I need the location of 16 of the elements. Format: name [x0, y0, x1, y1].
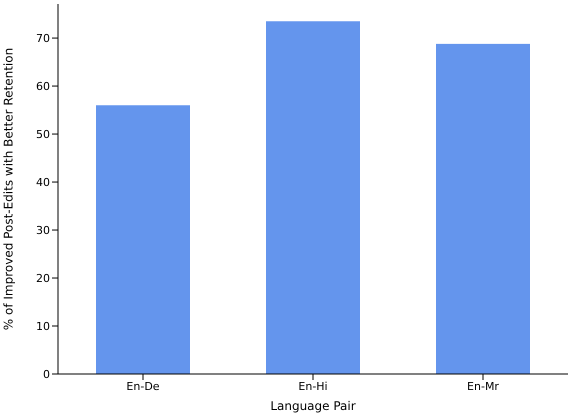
y-tick-label: 10 [36, 320, 50, 333]
bar [96, 105, 190, 374]
y-tick-label: 60 [36, 80, 50, 93]
y-tick-label: 70 [36, 32, 50, 45]
y-tick-label: 30 [36, 224, 50, 237]
y-tick-label: 50 [36, 128, 50, 141]
bar [266, 21, 360, 374]
y-tick-label: 20 [36, 272, 50, 285]
bar [436, 44, 530, 374]
x-tick-label: En-Hi [298, 380, 328, 393]
x-tick-label: En-De [126, 380, 160, 393]
y-tick-label: 0 [43, 368, 50, 381]
x-axis-title: Language Pair [270, 399, 356, 413]
x-tick-label: En-Mr [467, 380, 500, 393]
y-tick-label: 40 [36, 176, 50, 189]
y-axis-title: % of Improved Post-Edits with Better Retention [1, 48, 16, 330]
